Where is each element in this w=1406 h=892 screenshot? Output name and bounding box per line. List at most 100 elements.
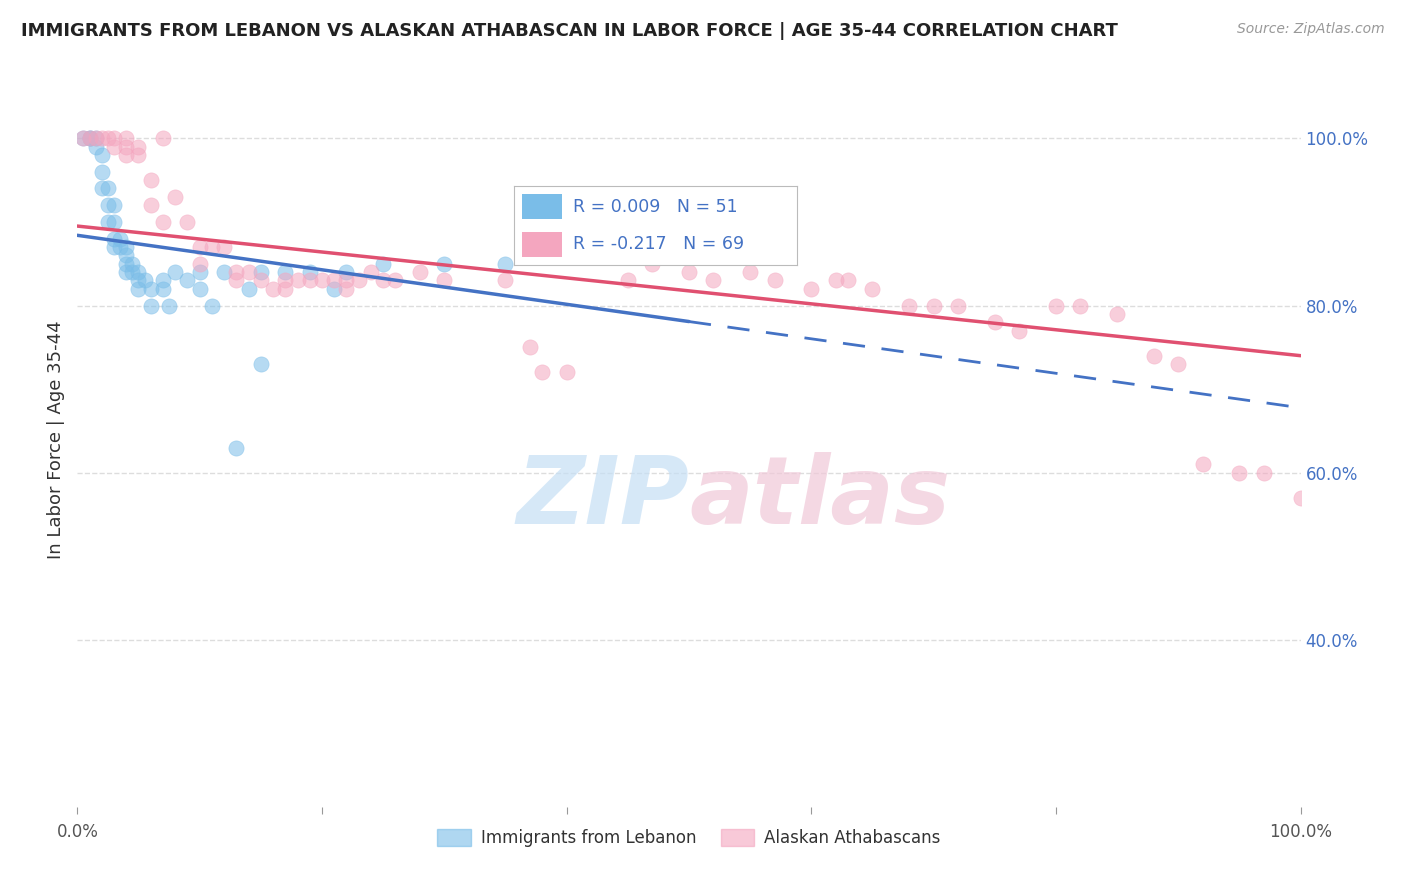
Point [837, 273, 859, 287]
Point [84, 131, 107, 145]
Point [311, 273, 333, 287]
Point [97, 131, 120, 145]
Point [139, 198, 162, 212]
Point [1167, 357, 1189, 371]
Point [495, 273, 517, 287]
Point [617, 273, 640, 287]
Point [641, 248, 664, 262]
Text: IMMIGRANTS FROM LEBANON VS ALASKAN ATHABASCAN IN LABOR FORCE | AGE 35-44 CORRELA: IMMIGRANTS FROM LEBANON VS ALASKAN ATHAB… [21, 22, 1118, 40]
Point [678, 248, 700, 262]
Point [225, 265, 247, 279]
Point [79, 131, 101, 145]
Point [371, 273, 394, 287]
Point [127, 139, 149, 153]
Point [79, 131, 101, 145]
Bar [522, 194, 562, 219]
Point [127, 282, 149, 296]
Point [384, 273, 406, 287]
Point [115, 148, 138, 162]
Point [519, 340, 541, 354]
Point [1229, 466, 1251, 480]
Point [157, 298, 180, 313]
Point [139, 282, 162, 296]
Point [409, 265, 432, 279]
Legend: Immigrants from Lebanon, Alaskan Athabascans: Immigrants from Lebanon, Alaskan Athabas… [430, 822, 948, 855]
Point [97, 215, 120, 229]
Point [72, 131, 94, 145]
Point [702, 273, 724, 287]
Point [1253, 466, 1275, 480]
Point [335, 265, 357, 279]
Point [134, 273, 156, 287]
Point [115, 257, 138, 271]
Point [90, 165, 112, 179]
Point [922, 298, 945, 313]
Point [103, 215, 125, 229]
Point [1069, 298, 1091, 313]
Point [97, 198, 120, 212]
Point [531, 366, 554, 380]
Point [274, 273, 297, 287]
Point [188, 257, 211, 271]
Point [165, 190, 187, 204]
Point [176, 215, 198, 229]
Point [262, 282, 284, 296]
Point [72, 131, 94, 145]
Point [90, 148, 112, 162]
Point [298, 273, 321, 287]
Text: Source: ZipAtlas.com: Source: ZipAtlas.com [1237, 22, 1385, 37]
Point [800, 282, 823, 296]
Point [188, 282, 211, 296]
Point [274, 265, 297, 279]
Point [323, 282, 346, 296]
Point [212, 240, 235, 254]
Point [862, 282, 884, 296]
Point [115, 240, 138, 254]
Point [139, 173, 162, 187]
Point [188, 240, 211, 254]
Point [250, 357, 273, 371]
Point [250, 265, 273, 279]
Point [347, 273, 370, 287]
Point [84, 131, 107, 145]
Point [360, 265, 382, 279]
Point [1045, 298, 1067, 313]
Bar [522, 232, 562, 257]
Text: R = 0.009   N = 51: R = 0.009 N = 51 [574, 197, 738, 216]
Point [323, 273, 346, 287]
Point [201, 240, 224, 254]
Point [152, 273, 174, 287]
Point [90, 181, 112, 195]
Point [127, 148, 149, 162]
Point [225, 441, 247, 455]
Point [115, 139, 138, 153]
Y-axis label: In Labor Force | Age 35-44: In Labor Force | Age 35-44 [46, 320, 65, 558]
Point [433, 257, 456, 271]
Point [641, 257, 664, 271]
Point [127, 273, 149, 287]
Point [1191, 458, 1213, 472]
Point [495, 257, 517, 271]
Point [238, 265, 260, 279]
Point [1143, 349, 1166, 363]
Point [212, 265, 235, 279]
Point [1289, 491, 1312, 505]
Point [103, 131, 125, 145]
Point [201, 298, 224, 313]
Point [165, 265, 187, 279]
Point [824, 273, 846, 287]
Point [984, 315, 1007, 329]
Point [188, 265, 211, 279]
Point [238, 282, 260, 296]
Text: ZIP: ZIP [516, 452, 689, 544]
Text: atlas: atlas [689, 452, 950, 544]
Point [898, 298, 921, 313]
Point [763, 273, 786, 287]
Point [121, 257, 143, 271]
Point [103, 198, 125, 212]
Point [250, 273, 273, 287]
Point [90, 131, 112, 145]
Point [274, 282, 297, 296]
Point [176, 273, 198, 287]
Point [152, 282, 174, 296]
